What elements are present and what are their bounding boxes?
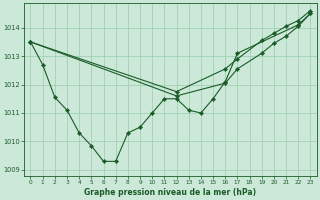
X-axis label: Graphe pression niveau de la mer (hPa): Graphe pression niveau de la mer (hPa)	[84, 188, 257, 197]
